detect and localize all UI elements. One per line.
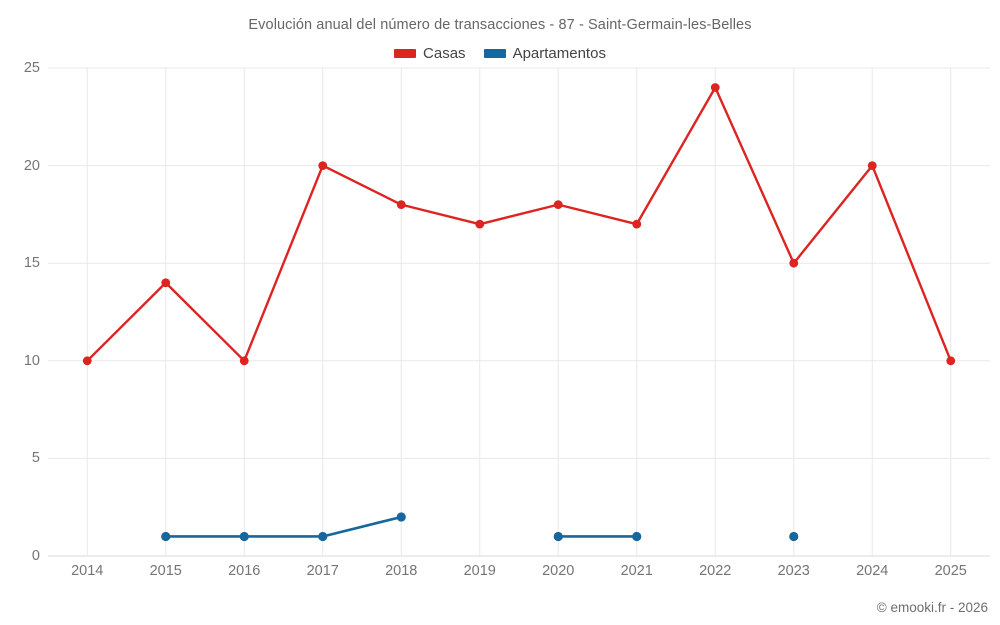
x-tick-label: 2017 [306, 563, 339, 579]
x-tick-label: 2022 [699, 563, 732, 579]
data-point[interactable] [239, 356, 249, 366]
x-tick-label: 2018 [385, 563, 418, 579]
y-tick-label: 10 [23, 352, 40, 369]
y-tick-label: 15 [23, 255, 40, 272]
data-point[interactable] [632, 531, 642, 542]
legend-swatch-icon [394, 49, 417, 58]
legend-item-apartamentos[interactable]: Apartamentos [483, 45, 606, 62]
data-point[interactable] [82, 356, 92, 366]
chart-legend: Casas Apartamentos [0, 45, 1000, 62]
data-point[interactable] [553, 531, 563, 542]
y-tick-label: 25 [23, 60, 40, 76]
x-tick-label: 2023 [777, 563, 810, 579]
legend-label: Casas [423, 45, 466, 62]
legend-item-casas[interactable]: Casas [394, 45, 466, 62]
series-layer [82, 83, 956, 542]
x-tick-label: 2015 [149, 563, 182, 579]
x-tick-label: 2020 [542, 563, 575, 579]
data-point[interactable] [161, 531, 171, 542]
data-point[interactable] [475, 219, 485, 229]
legend-swatch-icon [483, 49, 506, 58]
data-point[interactable] [318, 161, 328, 171]
x-tick-label: 2014 [71, 563, 104, 579]
x-tick-label: 2024 [856, 563, 889, 579]
gridlines [48, 67, 990, 557]
series-line [164, 515, 403, 538]
data-point[interactable] [239, 531, 249, 542]
footer-credit: © emooki.fr - 2026 [876, 600, 988, 615]
data-point[interactable] [396, 200, 406, 210]
data-point[interactable] [553, 200, 563, 210]
data-point[interactable] [946, 356, 956, 366]
y-tick-label: 20 [23, 157, 40, 174]
data-point[interactable] [867, 161, 877, 171]
x-tick-label: 2016 [228, 563, 261, 579]
data-point[interactable] [789, 531, 799, 542]
data-point[interactable] [710, 83, 720, 92]
x-tick-label: 2021 [620, 563, 653, 579]
data-point[interactable] [396, 512, 406, 522]
x-tick-label: 2019 [463, 563, 496, 579]
y-tick-label: 0 [31, 548, 40, 564]
data-point[interactable] [789, 258, 799, 268]
series-line [86, 86, 952, 362]
chart-title: Evolución anual del número de transaccio… [248, 17, 752, 33]
data-point[interactable] [632, 219, 642, 229]
series-apartamentos [161, 512, 799, 542]
data-point[interactable] [161, 278, 171, 288]
x-tick-label: 2025 [934, 563, 967, 579]
series-casas [82, 83, 956, 366]
y-tick-label: 5 [31, 450, 40, 467]
data-point[interactable] [318, 531, 328, 542]
legend-label: Apartamentos [512, 45, 606, 62]
